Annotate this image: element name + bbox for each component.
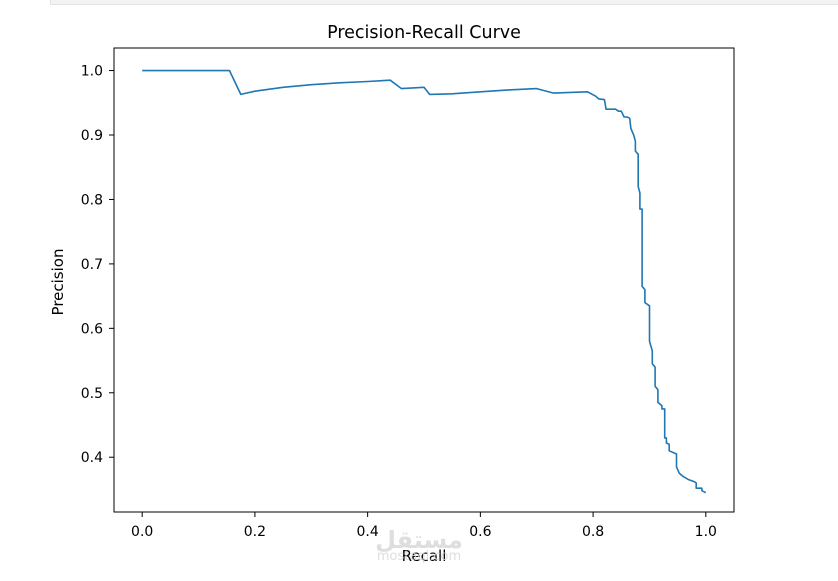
chart-title: Precision-Recall Curve (327, 23, 521, 43)
x-tick-label: 1.0 (695, 524, 717, 540)
series-line (142, 69, 707, 494)
x-axis-label: Recall (402, 547, 447, 565)
y-tick-label: 0.5 (81, 386, 103, 402)
y-tick-label: 0.4 (81, 450, 103, 466)
x-tick-label: 0.4 (357, 524, 379, 540)
y-tick-label: 0.6 (81, 321, 103, 337)
x-tick-label: 0.6 (469, 524, 491, 540)
plot-area-frame (113, 47, 735, 513)
x-tick-label: 0.2 (244, 524, 266, 540)
y-axis-label: Precision (49, 249, 67, 316)
x-tick-label: 0.0 (131, 524, 153, 540)
y-tick-label: 0.8 (81, 192, 103, 208)
y-tick-label: 0.7 (81, 257, 103, 273)
notebook-cell-top-border (50, 0, 838, 5)
y-tick-label: 1.0 (81, 64, 103, 80)
series-layer (142, 69, 707, 494)
y-tick-label: 0.9 (81, 128, 103, 144)
y-axis-ticks: 0.4 0.5 0.6 0.7 0.8 0.9 1.0 (81, 64, 114, 466)
x-tick-label: 0.8 (582, 524, 604, 540)
x-axis-ticks: 0.0 0.2 0.4 0.6 0.8 1.0 (131, 512, 717, 540)
